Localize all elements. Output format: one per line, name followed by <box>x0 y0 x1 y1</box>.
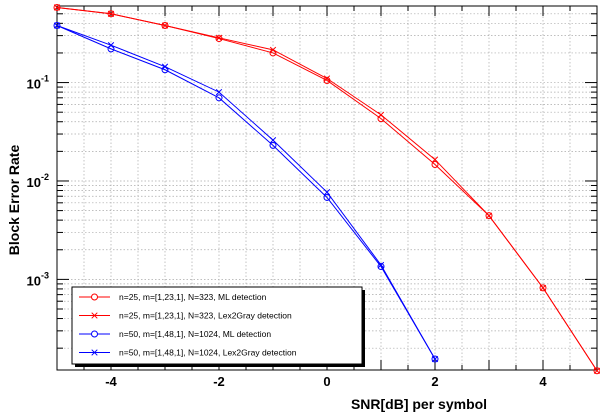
x-tick-label: 4 <box>539 374 547 389</box>
legend-box <box>71 286 363 365</box>
data-point <box>323 193 331 201</box>
x-tick-label: 0 <box>323 374 330 389</box>
legend-label: n=25, m=[1,23,1], N=323, Lex2Gray detect… <box>119 311 292 321</box>
legend-label: n=50, m=[1,48,1], N=1024, Lex2Gray detec… <box>119 348 297 358</box>
data-point <box>377 111 385 118</box>
x-tick-label: -4 <box>105 374 117 389</box>
data-point <box>485 212 493 219</box>
data-point <box>107 42 115 49</box>
data-point <box>161 22 169 29</box>
series-group <box>53 3 600 375</box>
legend-marker <box>91 312 98 319</box>
data-point <box>377 115 385 123</box>
x-tick-label: -2 <box>213 374 225 389</box>
data-point <box>593 367 600 375</box>
series-line <box>56 25 436 360</box>
data-point <box>593 367 600 374</box>
data-point <box>53 22 61 30</box>
data-point <box>431 156 439 163</box>
data-point <box>53 22 61 29</box>
legend-marker <box>91 293 98 301</box>
data-point <box>377 263 385 271</box>
legend-label: n=25, m=[1,23,1], N=323, ML detection <box>119 292 267 302</box>
data-point <box>431 355 439 363</box>
y-tick-label: 10-3 <box>27 270 49 288</box>
data-point <box>323 75 331 82</box>
data-point <box>107 45 115 53</box>
series-line <box>56 25 436 360</box>
legend-label: n=50, m=[1,48,1], N=1024, ML detection <box>119 329 271 339</box>
data-point <box>431 355 439 363</box>
x-axis-title: SNR[dB] per symbol <box>351 396 487 412</box>
legend: n=25, m=[1,23,1], N=323, ML detection n=2… <box>71 286 365 367</box>
x-tick-label: 2 <box>431 374 438 389</box>
data-point <box>485 212 493 220</box>
y-tick-label: 10-1 <box>27 74 49 92</box>
series-2 <box>53 4 600 374</box>
y-tick-label: 10-2 <box>27 172 49 190</box>
data-point <box>377 261 385 269</box>
legend-marker <box>91 349 98 356</box>
series-4 <box>53 22 439 363</box>
data-point <box>269 46 277 54</box>
data-point <box>215 94 223 102</box>
legend-marker <box>91 330 98 338</box>
data-point <box>161 22 169 30</box>
data-point <box>53 4 61 11</box>
y-axis-title: Block Error Rate <box>6 145 22 256</box>
data-point <box>107 10 115 17</box>
data-point <box>539 284 547 292</box>
axis-ticks: -4 -2 0 2 4 10-3 10-2 10-1 <box>27 5 598 389</box>
data-point <box>431 161 439 169</box>
data-point <box>269 136 277 144</box>
data-point <box>539 284 547 292</box>
data-point <box>269 141 277 149</box>
series-3 <box>53 22 439 363</box>
data-point <box>215 88 223 96</box>
data-point <box>323 188 331 196</box>
data-point <box>215 34 223 41</box>
data-point <box>161 63 169 70</box>
